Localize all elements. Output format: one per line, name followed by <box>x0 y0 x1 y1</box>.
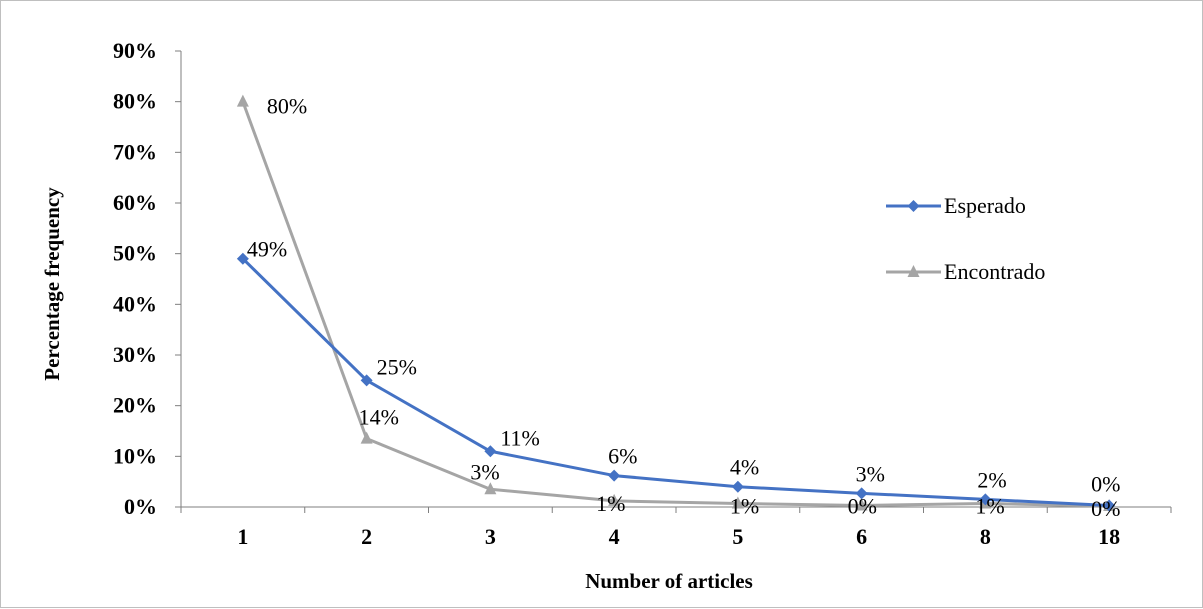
y-tick-label: 80% <box>113 89 157 114</box>
x-tick-label: 4 <box>609 524 620 549</box>
legend-label: Esperado <box>944 193 1026 218</box>
data-point-esperado <box>855 487 868 500</box>
legend: Esperado Encontrado <box>886 193 1045 284</box>
legend-marker <box>907 200 920 212</box>
y-tick-label: 10% <box>113 443 157 468</box>
data-label-esperado: 49% <box>247 237 287 262</box>
x-tick-label: 8 <box>980 524 991 549</box>
y-tick-label: 0% <box>124 494 157 519</box>
y-tick-label: 50% <box>113 241 157 266</box>
data-label-encontrado: 3% <box>470 459 499 484</box>
y-axis-title: Percentage frequency <box>40 187 64 381</box>
data-label-esperado: 2% <box>977 467 1006 492</box>
data-label-encontrado: 14% <box>359 405 399 430</box>
legend-label: Encontrado <box>944 259 1045 284</box>
data-label-esperado: 11% <box>500 425 540 450</box>
data-label-esperado: 3% <box>856 461 885 486</box>
data-point-encontrado <box>236 94 249 107</box>
y-tick-label: 20% <box>113 393 157 418</box>
x-tick-label: 5 <box>732 524 743 549</box>
data-point-esperado <box>731 480 744 493</box>
y-tick-label: 90% <box>113 38 157 63</box>
data-label-encontrado: 80% <box>267 94 307 119</box>
data-point-esperado <box>979 493 992 506</box>
data-label-encontrado: 1% <box>730 493 759 518</box>
data-labels: 49% 25% 11% 6% 4% 3% 2% 0% 80% 14% 3% 1% 1% 0% 1% 0% <box>247 94 1121 521</box>
data-label-encontrado: 0% <box>1091 496 1120 521</box>
x-tick-label: 18 <box>1098 524 1120 549</box>
series-line-esperado <box>241 257 1110 507</box>
y-tick-label: 60% <box>113 190 157 215</box>
x-tick-label: 2 <box>361 524 372 549</box>
series-group <box>236 94 1116 512</box>
x-axis-title: Number of articles <box>585 569 753 593</box>
data-point-esperado <box>236 252 249 265</box>
data-point-encontrado <box>360 431 373 444</box>
data-point-esperado <box>484 445 497 458</box>
x-tick-label: 6 <box>856 524 867 549</box>
data-label-encontrado: 1% <box>975 493 1004 518</box>
data-point-encontrado <box>855 498 868 511</box>
data-point-encontrado <box>731 496 744 509</box>
data-label-esperado: 4% <box>730 455 759 480</box>
data-point-esperado <box>1103 499 1116 512</box>
data-label-esperado: 0% <box>1091 471 1120 496</box>
data-label-esperado: 6% <box>608 444 637 469</box>
x-tick-label: 3 <box>485 524 496 549</box>
x-tick-label: 1 <box>237 524 248 549</box>
data-label-encontrado: 0% <box>848 493 877 518</box>
tick-labels: 0% 10% 20% 30% 40% 50% 60% 70% 80% 90% 1 2 3 4 5 6 8 18 <box>113 38 1120 549</box>
y-tick-label: 40% <box>113 291 157 316</box>
data-point-encontrado <box>608 493 621 506</box>
data-label-esperado: 25% <box>377 354 417 379</box>
data-point-encontrado <box>484 482 497 495</box>
y-tick-label: 30% <box>113 342 157 367</box>
data-point-esperado <box>608 469 621 482</box>
legend-marker <box>907 265 920 277</box>
axes <box>175 50 1172 513</box>
series-line-encontrado <box>241 101 1110 508</box>
y-tick-label: 70% <box>113 139 157 164</box>
data-label-encontrado: 1% <box>596 491 625 516</box>
data-point-esperado <box>360 374 373 387</box>
